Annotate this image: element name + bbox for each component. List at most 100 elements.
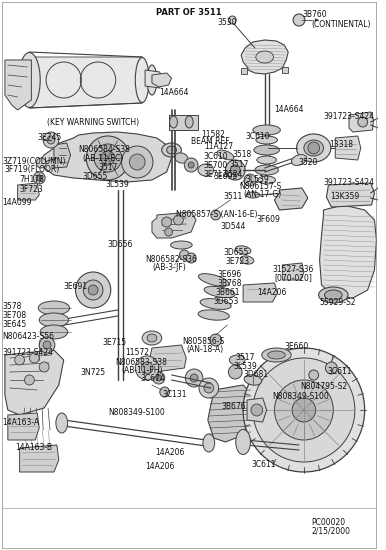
Circle shape	[101, 151, 115, 165]
Polygon shape	[282, 67, 288, 73]
Text: 3520: 3520	[298, 158, 317, 167]
Text: 3C674: 3C674	[140, 374, 165, 383]
Ellipse shape	[56, 413, 68, 433]
Ellipse shape	[217, 150, 234, 160]
Ellipse shape	[167, 146, 176, 154]
Ellipse shape	[240, 256, 254, 264]
Text: (CONTINENTAL): (CONTINENTAL)	[312, 20, 371, 29]
Text: 14A163-A: 14A163-A	[2, 418, 39, 427]
Text: 3D655: 3D655	[223, 248, 249, 257]
Text: 391723-S424: 391723-S424	[2, 348, 53, 357]
Text: N808349-S100: N808349-S100	[273, 392, 329, 401]
Text: 3511: 3511	[223, 192, 243, 201]
Text: 3D544: 3D544	[220, 222, 246, 231]
Ellipse shape	[262, 348, 291, 362]
Ellipse shape	[135, 58, 149, 102]
Text: (AB-11-EC): (AB-11-EC)	[82, 154, 124, 163]
Text: 14A163-B: 14A163-B	[16, 443, 52, 452]
Ellipse shape	[171, 241, 192, 249]
Ellipse shape	[169, 116, 178, 128]
Text: N805856-S: N805856-S	[182, 337, 225, 346]
Circle shape	[293, 14, 305, 26]
Polygon shape	[327, 183, 374, 207]
Ellipse shape	[318, 287, 348, 303]
Text: N806423-S56: N806423-S56	[2, 332, 54, 341]
Circle shape	[43, 341, 51, 349]
Text: (KEY WARNING SWITCH): (KEY WARNING SWITCH)	[47, 118, 139, 127]
Text: 3517: 3517	[235, 353, 255, 362]
Text: 11A127: 11A127	[204, 142, 233, 151]
Text: 3E660: 3E660	[284, 342, 308, 351]
Ellipse shape	[291, 155, 306, 166]
Text: 14A664: 14A664	[159, 88, 188, 97]
Circle shape	[165, 228, 173, 236]
Ellipse shape	[244, 375, 262, 385]
Text: 14A206: 14A206	[145, 462, 174, 471]
Ellipse shape	[229, 355, 245, 365]
Ellipse shape	[267, 351, 285, 359]
Text: 3F719(FLOOR): 3F719(FLOOR)	[5, 165, 60, 174]
Text: 3E691: 3E691	[64, 282, 88, 291]
Circle shape	[225, 160, 245, 180]
Text: 3L539: 3L539	[233, 362, 257, 371]
Circle shape	[29, 353, 39, 363]
Circle shape	[174, 215, 183, 225]
Circle shape	[230, 165, 240, 175]
Text: 7H178: 7H178	[20, 175, 45, 184]
Text: 3578: 3578	[2, 302, 21, 311]
Text: N806584-S38: N806584-S38	[78, 145, 130, 154]
Polygon shape	[5, 60, 31, 110]
Ellipse shape	[257, 156, 276, 164]
Text: 3D656: 3D656	[108, 240, 133, 249]
Circle shape	[160, 387, 169, 397]
Text: 3E695: 3E695	[214, 172, 238, 181]
Ellipse shape	[246, 192, 260, 198]
Text: 14A099: 14A099	[2, 198, 32, 207]
Text: 3E708: 3E708	[2, 311, 26, 320]
Ellipse shape	[142, 331, 162, 345]
Ellipse shape	[198, 310, 229, 320]
Text: (AN-17-G): (AN-17-G)	[243, 190, 281, 199]
Ellipse shape	[204, 287, 235, 298]
Text: 3C610: 3C610	[245, 132, 270, 141]
Text: 3D681: 3D681	[243, 370, 268, 379]
Circle shape	[244, 174, 256, 186]
Text: 3L539: 3L539	[245, 175, 269, 184]
Polygon shape	[152, 212, 196, 238]
Text: 3C131: 3C131	[163, 390, 187, 399]
Ellipse shape	[296, 134, 331, 162]
Text: N806583-S38: N806583-S38	[116, 358, 168, 367]
Circle shape	[39, 337, 55, 353]
Text: 13K359: 13K359	[330, 192, 360, 201]
Polygon shape	[335, 136, 361, 160]
Text: N806157-S: N806157-S	[239, 182, 281, 191]
Polygon shape	[39, 132, 171, 182]
Ellipse shape	[174, 153, 188, 163]
Circle shape	[36, 175, 42, 181]
Text: N805857-S (AN-16-E): N805857-S (AN-16-E)	[176, 210, 258, 219]
Text: 3L539: 3L539	[106, 180, 130, 189]
Circle shape	[229, 365, 242, 379]
Ellipse shape	[304, 140, 323, 156]
Bar	[169, 115, 198, 130]
Polygon shape	[152, 73, 171, 87]
Text: 391723-S424: 391723-S424	[323, 178, 374, 187]
Text: 3C611: 3C611	[251, 460, 276, 469]
Text: 14A206: 14A206	[155, 448, 184, 457]
Text: 3518: 3518	[232, 150, 252, 159]
Circle shape	[186, 253, 196, 263]
Ellipse shape	[147, 334, 157, 342]
Ellipse shape	[325, 290, 342, 300]
Circle shape	[229, 16, 236, 24]
Text: 3B768: 3B768	[218, 279, 242, 288]
Text: 3Z719(COLUMN): 3Z719(COLUMN)	[2, 157, 66, 166]
Text: 3B760: 3B760	[302, 10, 327, 19]
Text: 31527-S36: 31527-S36	[273, 265, 314, 274]
Ellipse shape	[256, 51, 274, 63]
Circle shape	[86, 136, 129, 180]
Ellipse shape	[253, 125, 280, 135]
Circle shape	[243, 348, 365, 472]
Circle shape	[210, 334, 222, 346]
Ellipse shape	[255, 165, 278, 175]
Polygon shape	[247, 398, 267, 422]
